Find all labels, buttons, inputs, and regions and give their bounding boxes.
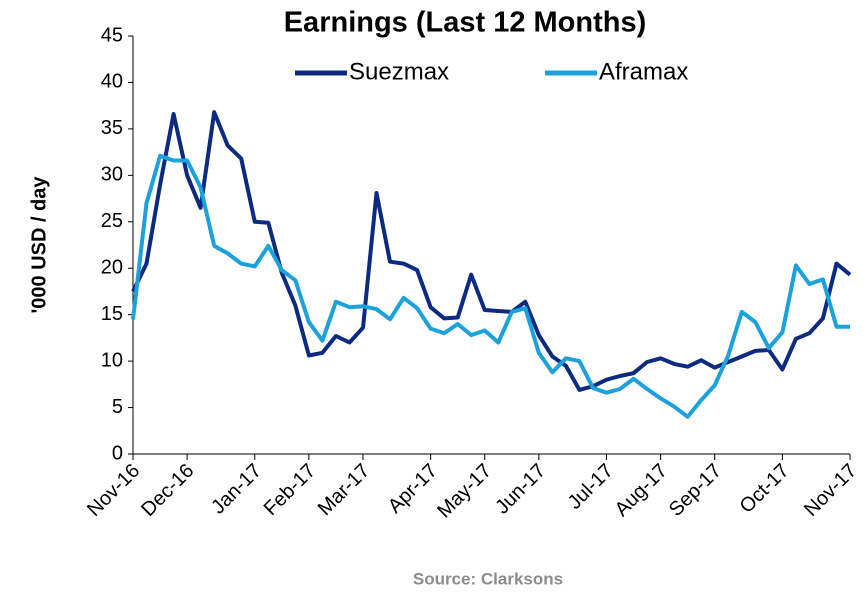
x-tick-label: Mar-17 [314, 460, 374, 520]
x-tick-label: Nov-16 [83, 460, 144, 521]
source: Source: Clarksons [413, 569, 563, 588]
x-tick-label: Jul-17 [564, 460, 618, 514]
x-tick-label: May-17 [433, 460, 496, 523]
chart-title: Earnings (Last 12 Months) [284, 7, 647, 39]
series-line [131, 110, 852, 392]
y-tick-label: 15 [101, 303, 123, 325]
y-tick-label: 40 [101, 71, 123, 93]
y-tick-label: 30 [101, 164, 123, 186]
y-tick-label: 45 [101, 24, 123, 46]
x-tick-label: Apr-17 [384, 460, 442, 518]
series-line [131, 153, 850, 419]
y-tick-label: 10 [101, 349, 123, 371]
y-axis-label: '000 USD / day [28, 176, 50, 314]
x-tick-label: Jan-17 [207, 460, 266, 519]
x-tick-label: Nov-17 [800, 460, 861, 521]
y-tick-label: 5 [112, 396, 123, 418]
y-tick-label: 20 [101, 257, 123, 279]
x-tick-label: Sep-17 [665, 460, 726, 521]
x-tick-label: Aug-17 [611, 460, 672, 521]
y-tick-label: 35 [101, 117, 123, 139]
legend-label: Suezmax [349, 58, 449, 85]
x-tick-label: Oct-17 [736, 460, 794, 518]
x-tick-label: Jun-17 [491, 460, 550, 519]
y-tick-label: 25 [101, 210, 123, 232]
legend-label: Aframax [599, 58, 688, 85]
x-tick-label: Feb-17 [260, 460, 320, 520]
y-tick-label: 0 [112, 442, 123, 464]
x-tick-label: Dec-16 [137, 460, 198, 521]
